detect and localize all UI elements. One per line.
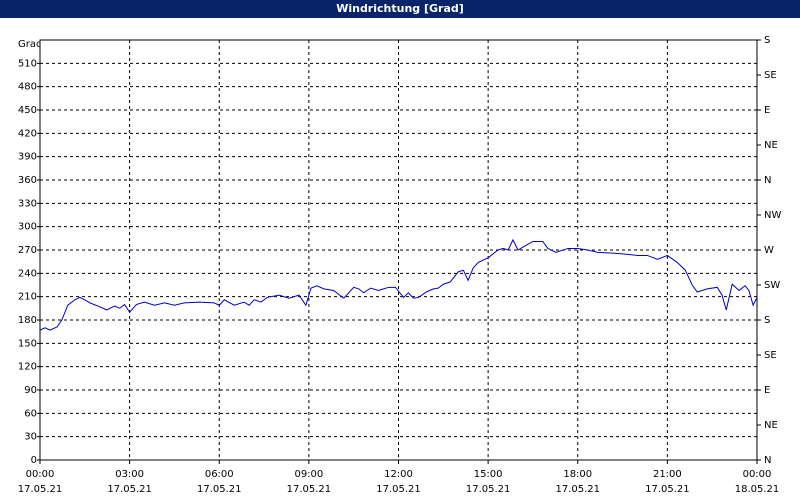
x-tick-label: 12:00 (384, 469, 413, 480)
y2-tick-label: E (764, 105, 770, 116)
y2-tick-label: NE (764, 140, 778, 151)
y2-tick-label: S (764, 315, 770, 326)
x-tick-date: 17.05.21 (645, 484, 690, 495)
y2-tick-label: S (764, 35, 770, 46)
y-tick-label: 270 (18, 245, 37, 256)
x-tick-label: 00:00 (26, 469, 55, 480)
y-tick-label: 180 (18, 315, 37, 326)
window-title: Windrichtung [Grad] (336, 2, 464, 15)
x-tick-date: 17.05.21 (555, 484, 600, 495)
x-tick-date: 18.05.21 (735, 484, 780, 495)
y-tick-label: 120 (18, 362, 37, 373)
y-tick-label: 510 (18, 58, 37, 69)
y-tick-label: 300 (18, 222, 37, 233)
y-tick-label: 240 (18, 268, 37, 279)
x-tick-label: 09:00 (294, 469, 323, 480)
y-tick-label: 450 (18, 105, 37, 116)
x-tick-date: 17.05.21 (197, 484, 242, 495)
y2-tick-label: N (764, 175, 771, 186)
x-tick-label: 21:00 (653, 469, 682, 480)
x-tick-date: 17.05.21 (287, 484, 332, 495)
y-tick-label: 390 (18, 152, 37, 163)
y2-tick-label: NW (764, 210, 781, 221)
y-tick-label: 60 (24, 408, 37, 419)
y-tick-label: 330 (18, 198, 37, 209)
data-line (39, 238, 758, 331)
y-axis-label: Grad (18, 39, 42, 50)
title-bar (0, 0, 800, 18)
y-tick-label: 0 (31, 455, 37, 466)
x-tick-label: 18:00 (563, 469, 592, 480)
y-tick-label: 360 (18, 175, 37, 186)
y2-tick-label: W (764, 245, 774, 256)
y2-tick-label: SW (764, 280, 780, 291)
x-tick-label: 15:00 (474, 469, 503, 480)
y2-tick-label: NE (764, 420, 778, 431)
y2-tick-label: E (764, 385, 770, 396)
x-tick-label: 06:00 (205, 469, 234, 480)
y-tick-label: 150 (18, 338, 37, 349)
x-tick-date: 17.05.21 (18, 484, 63, 495)
x-tick-label: 00:00 (743, 469, 772, 480)
y-tick-label: 420 (18, 128, 37, 139)
y2-tick-label: SE (764, 350, 777, 361)
x-tick-label: 03:00 (115, 469, 144, 480)
y-tick-label: 90 (24, 385, 37, 396)
x-tick-date: 17.05.21 (107, 484, 152, 495)
y2-tick-label: N (764, 455, 771, 466)
y-tick-label: 30 (24, 432, 37, 443)
x-tick-date: 17.05.21 (376, 484, 421, 495)
x-tick-date: 17.05.21 (466, 484, 511, 495)
y2-tick-label: SE (764, 70, 777, 81)
y-tick-label: 480 (18, 82, 37, 93)
y-tick-label: 210 (18, 292, 37, 303)
